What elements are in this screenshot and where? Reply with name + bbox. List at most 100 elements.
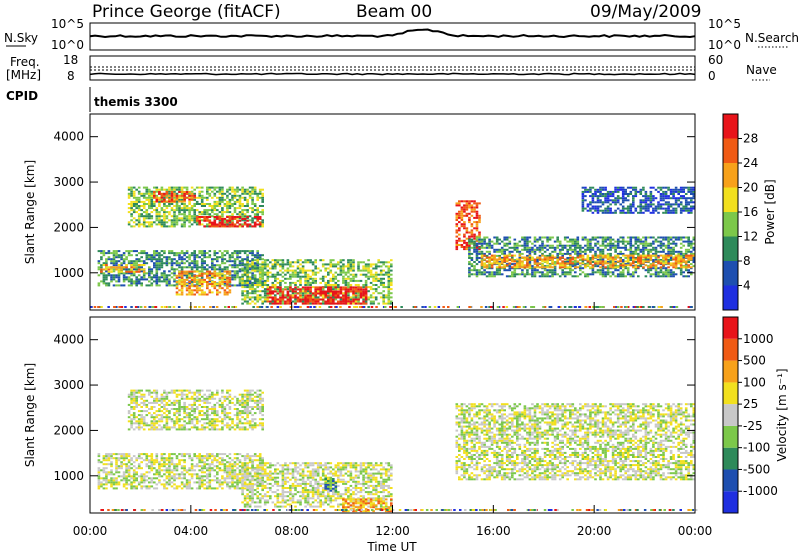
power-cell [596,211,600,214]
power-cell [105,252,108,255]
power-cell [221,268,224,271]
power-cell [662,236,665,239]
power-cell [601,211,605,214]
power-cell [475,229,479,232]
power-cell [352,259,355,262]
power-cell [253,274,257,277]
power-cell [299,263,302,266]
power-cell [528,257,532,259]
power-cell [594,207,597,210]
power-cell [213,188,217,191]
power-cell [198,293,201,296]
power-cell [193,250,196,253]
power-cell [256,281,259,284]
power-cell [561,248,564,251]
power-cell [238,223,242,226]
power-cell [173,200,176,203]
power-cell [311,292,315,295]
power-cell [513,263,517,266]
power-cell [480,254,484,257]
power-cell [672,193,675,195]
power-cell [269,302,272,305]
power-cell [127,194,131,197]
power-cell [561,262,564,265]
power-cell [218,225,222,228]
power-cell [654,273,658,276]
power-cell [463,214,466,217]
power-cell [367,271,370,274]
power-cell [483,269,486,272]
power-cell [679,207,683,210]
power-cell [568,306,571,308]
power-cell [596,265,600,268]
power-cell [248,302,252,305]
power-cell [599,262,602,265]
power-cell [690,240,693,243]
power-cell [226,287,229,290]
power-cell [594,236,597,239]
power-cell [543,236,547,239]
power-cell [616,273,620,276]
power-cell [344,288,348,291]
power-cell [616,254,620,257]
power-cell [347,275,350,278]
power-cell [306,294,310,297]
power-cell [226,276,229,279]
power-cell [339,267,343,270]
power-cell [279,288,282,291]
power-cell [624,207,627,210]
power-cell [478,273,481,276]
nsearch-tick-top: 10^5 [708,17,741,31]
power-cell [168,262,171,265]
power-cell [488,240,491,243]
power-cell [382,263,385,266]
power-cell [516,244,519,247]
power-cell [266,279,270,282]
power-cell [238,217,242,220]
power-cell [475,239,479,242]
power-cell [634,209,638,212]
power-cell [599,259,602,261]
power-cell [377,261,380,264]
power-cell [193,266,196,269]
power-cell [130,186,133,189]
power-cell [601,193,605,195]
power-cell [236,186,239,189]
power-cell [601,250,605,253]
freq-trace [89,72,696,76]
power-cell [521,269,524,272]
power-cell [248,284,252,286]
power-cell [132,209,136,212]
power-cell [503,252,506,255]
power-cell [125,270,128,273]
power-cell [579,273,582,276]
power-cell [621,273,625,276]
power-cell [253,282,257,285]
power-cell [335,306,338,308]
power-cell [173,262,176,265]
power-cell [213,192,217,195]
power-cell [158,191,161,193]
power-cell [669,205,673,208]
power-cell [203,219,206,222]
power-cell [647,269,650,272]
power-cell [553,267,557,270]
power-cell [173,270,176,273]
power-cell [266,277,270,280]
power-cell [369,286,373,289]
power-cell [626,258,630,261]
power-cell [130,254,133,257]
power-cell [226,223,229,226]
power-cell [279,300,282,303]
power-cell [475,273,479,276]
power-cell [352,292,355,295]
power-cell [253,186,257,189]
power-cell [667,256,670,259]
power-cell [195,262,199,265]
power-cell [390,300,393,303]
power-cell [294,284,297,286]
power-cell [148,217,151,220]
power-cell [647,209,650,212]
power-cell [168,194,171,197]
power-cell [183,272,186,275]
